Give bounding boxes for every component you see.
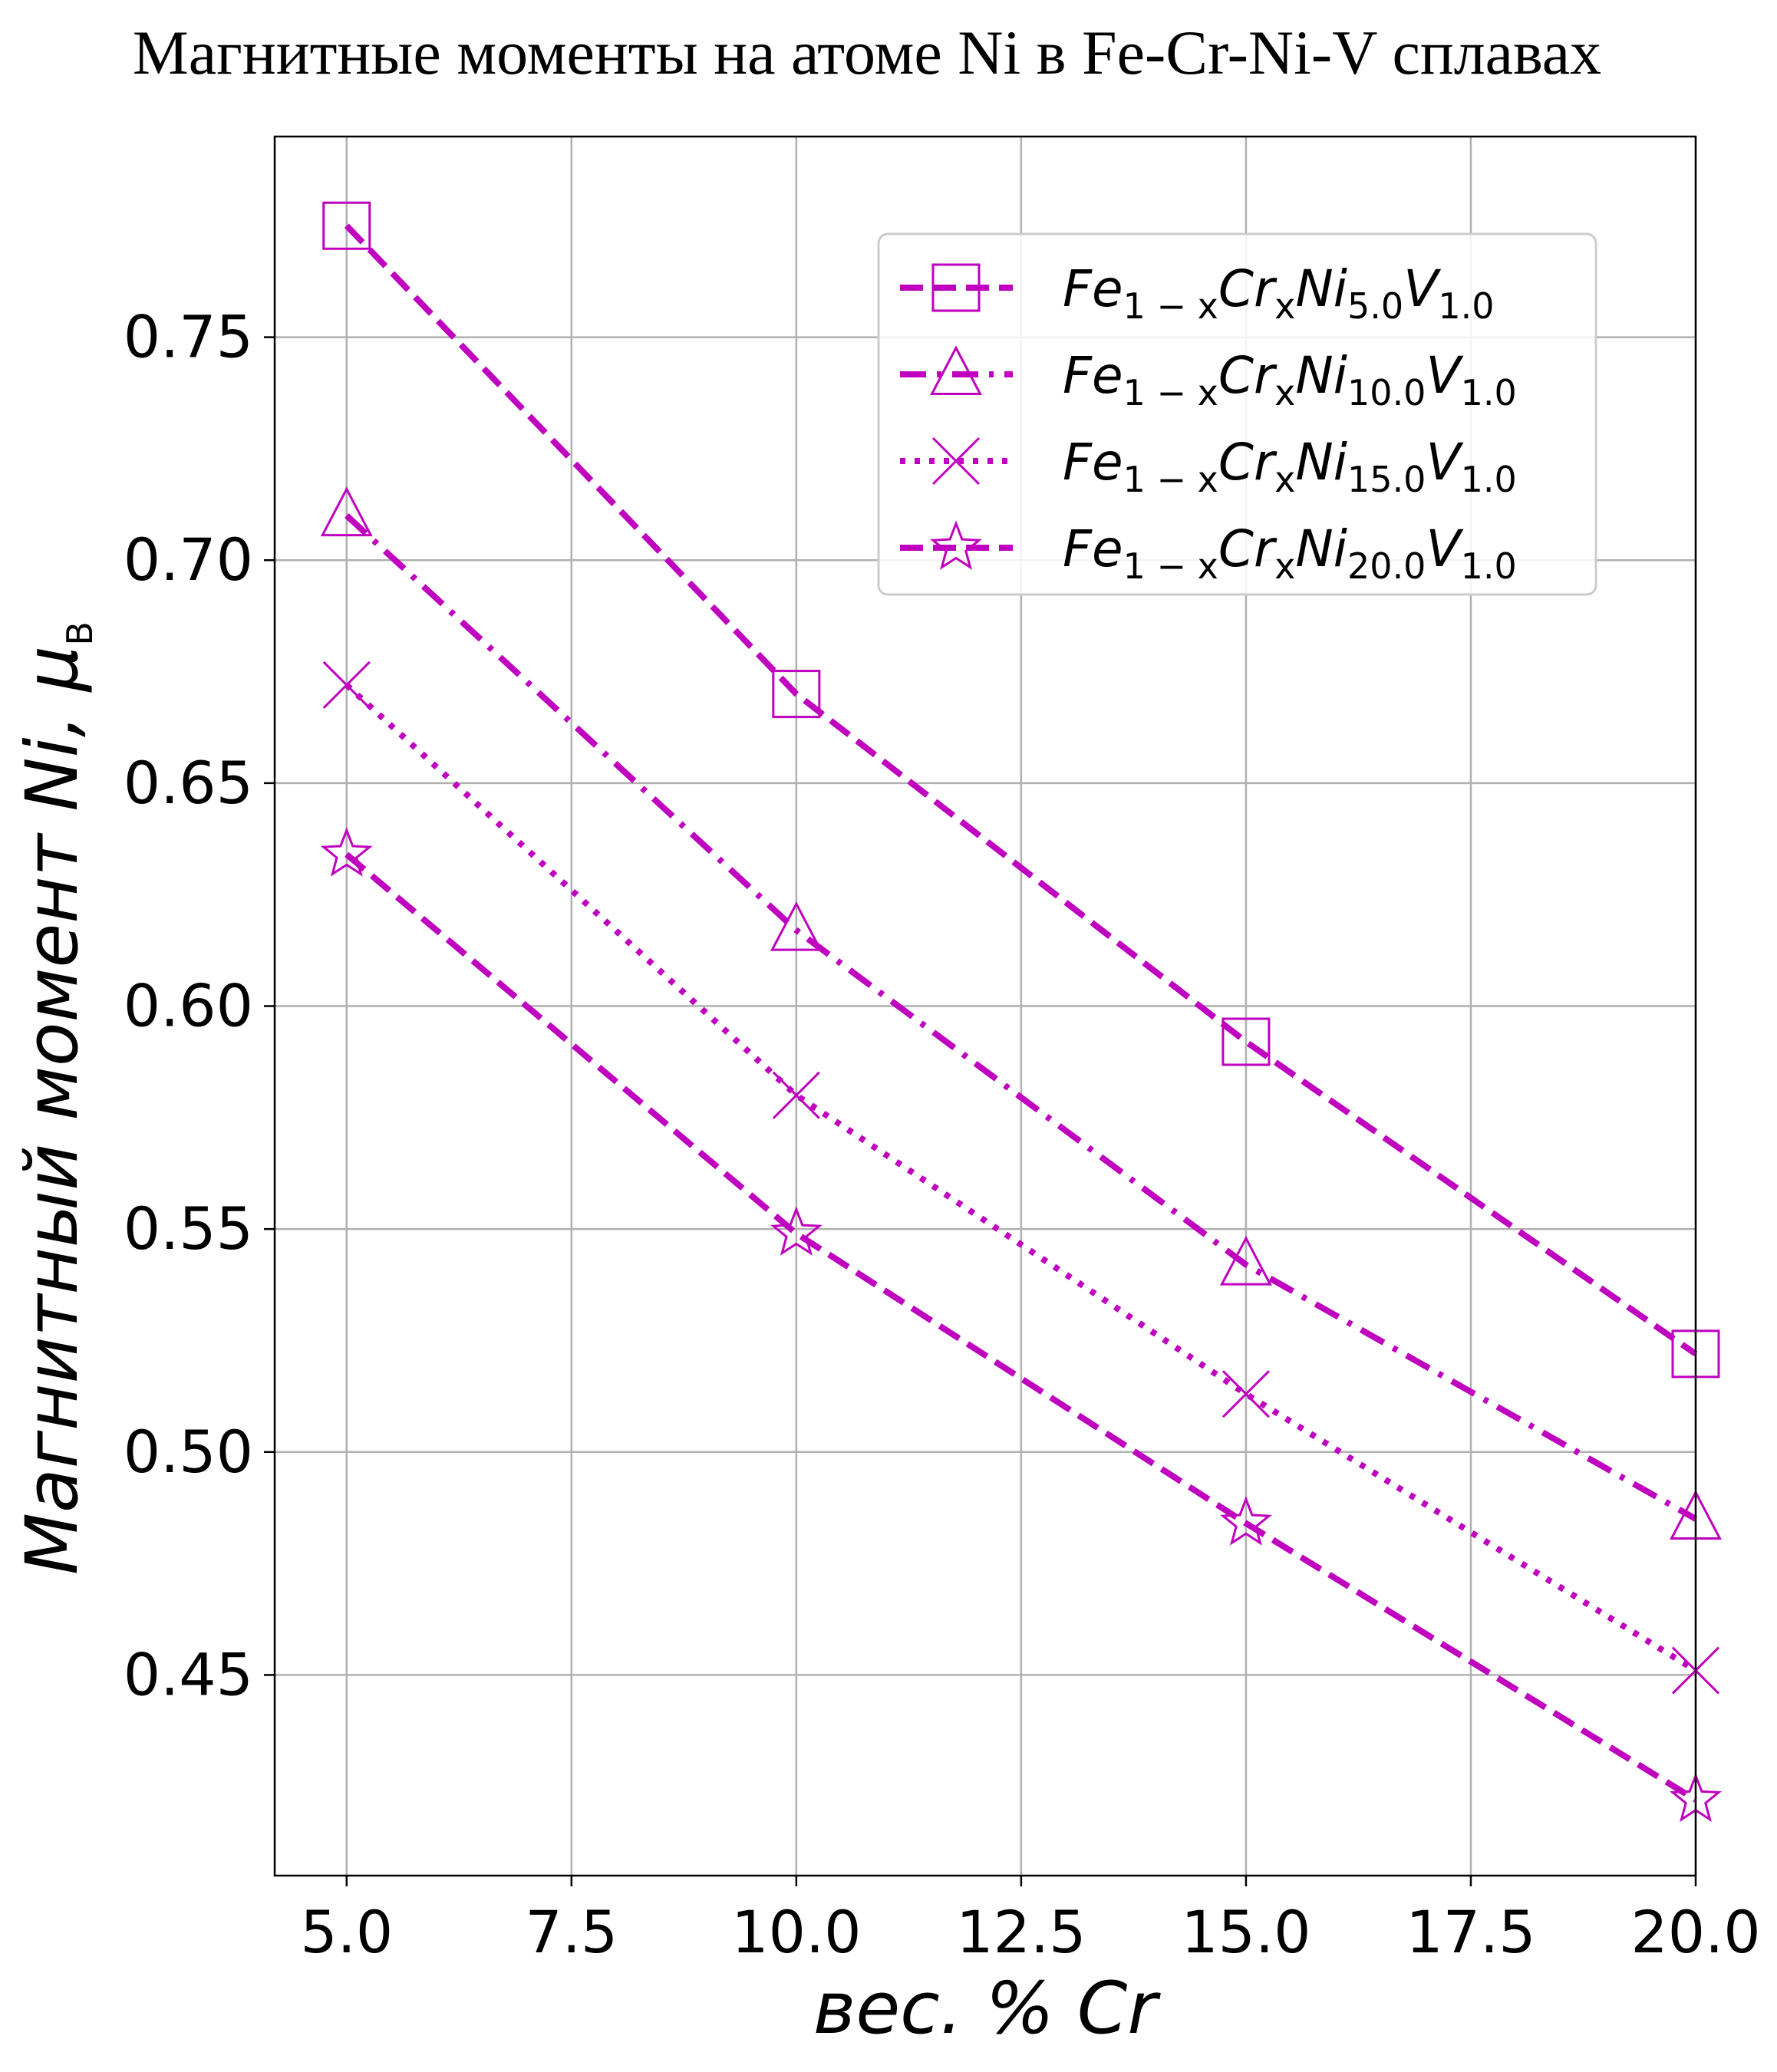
legend-label: Fe1 − xCrxNi10.0V1.0 [1063,346,1517,413]
y-axis-label-main: Магнитный момент Ni, [11,691,94,1575]
legend-label-text: Cr [1218,259,1278,318]
legend-label-text: V [1403,259,1441,318]
legend-label-text: Ni [1295,346,1347,405]
legend-item: Fe1 − xCrxNi5.0V1.0 [900,259,1495,327]
y-tick-label: 0.75 [124,303,253,371]
legend-label-subscript: 1 − x [1123,372,1218,413]
legend-label-text: Fe [1063,433,1123,492]
y-tick-label: 0.55 [124,1194,253,1263]
series-line [345,852,1698,1803]
y-axis-label: Магнитный момент Ni, μB [11,621,101,1575]
legend-label-text: Fe [1063,519,1123,578]
x-tick-label: 15.0 [1181,1898,1310,1966]
legend-label-text: V [1426,346,1463,405]
legend-label: Fe1 − xCrxNi5.0V1.0 [1063,259,1495,327]
series-4 [320,827,1722,1823]
legend-label-subscript: 10.0 [1347,372,1426,413]
legend-label-text: Ni [1295,519,1347,578]
legend-label-subscript: x [1274,372,1295,413]
legend-label-subscript: 1 − x [1123,285,1218,327]
x-tick-label: 7.5 [525,1898,618,1966]
y-tick-label: 0.50 [124,1418,253,1486]
data-point [772,670,821,719]
x-tick-label: 5.0 [300,1898,393,1966]
legend-label-text: Cr [1218,346,1278,405]
data-point [320,486,373,537]
y-axis-label-unit-sub: B [59,621,101,646]
data-point [320,827,373,877]
series-line [345,513,1697,1522]
legend-item: Fe1 − xCrxNi20.0V1.0 [900,519,1517,587]
y-axis-label-unit: μ [11,646,94,693]
legend-label-subscript: 1.0 [1461,545,1517,587]
series-line [345,683,1698,1674]
data-point [1221,1370,1270,1418]
x-tick-label: 12.5 [956,1898,1086,1966]
data-point [322,201,371,250]
legend-label: Fe1 − xCrxNi20.0V1.0 [1063,519,1517,587]
y-tick-label: 0.45 [124,1640,253,1708]
chart-title: Магнитные моменты на атоме Ni в Fe-Cr-Ni… [133,18,1601,87]
legend-label-subscript: 5.0 [1347,285,1403,327]
y-tick-label: 0.60 [124,972,253,1040]
legend-label-subscript: 1.0 [1461,372,1517,413]
legend-label: Fe1 − xCrxNi15.0V1.0 [1063,433,1517,500]
legend-label-subscript: x [1274,459,1295,500]
legend-label-text: V [1426,433,1463,492]
data-point [1220,1496,1272,1546]
data-point [1221,1017,1271,1066]
legend-item: Fe1 − xCrxNi10.0V1.0 [900,345,1517,413]
legend-label-subscript: 1 − x [1123,459,1218,500]
legend-label-text: Fe [1063,346,1123,405]
legend-label-text: Fe [1063,259,1123,318]
legend-box [877,232,1597,596]
y-tick-label: 0.70 [124,525,253,594]
legend-marker [930,520,982,570]
legend-label-text: Cr [1218,433,1278,492]
axis-ticks: 5.0 7.5 10.0 12.5 15.0 17.5 20.0 0.45 0.50 0.55 0.… [124,303,1761,1966]
legend-marker [931,263,981,312]
legend-label-text: Ni [1295,433,1347,492]
x-tick-label: 17.5 [1406,1898,1535,1966]
x-tick-label: 20.0 [1630,1898,1760,1966]
data-point [770,1206,823,1256]
data-point [770,901,823,951]
data-point [772,1071,820,1119]
legend-item: Fe1 − xCrxNi15.0V1.0 [900,433,1517,500]
legend-label-text: V [1426,519,1463,578]
legend-label-text: Ni [1295,259,1347,318]
y-tick-label: 0.65 [124,749,253,817]
legend-marker [930,345,982,395]
legend-label-subscript: 20.0 [1347,545,1426,587]
x-axis-label: вес. % Cr [813,1967,1162,2051]
legend-label-subscript: 15.0 [1347,459,1426,500]
legend-label-text: Cr [1218,519,1278,578]
legend-label-subscript: 1.0 [1461,459,1517,500]
legend-label-subscript: x [1274,545,1295,587]
data-point [322,660,371,710]
legend-label-subscript: 1 − x [1123,545,1218,587]
series-3 [322,660,1720,1695]
x-tick-label: 10.0 [731,1898,861,1966]
data-point [1219,1235,1272,1286]
legend-label-subscript: 1.0 [1438,285,1494,327]
series-line [344,223,1698,1357]
legend-marker [931,436,981,486]
legend-label-subscript: x [1274,285,1295,327]
